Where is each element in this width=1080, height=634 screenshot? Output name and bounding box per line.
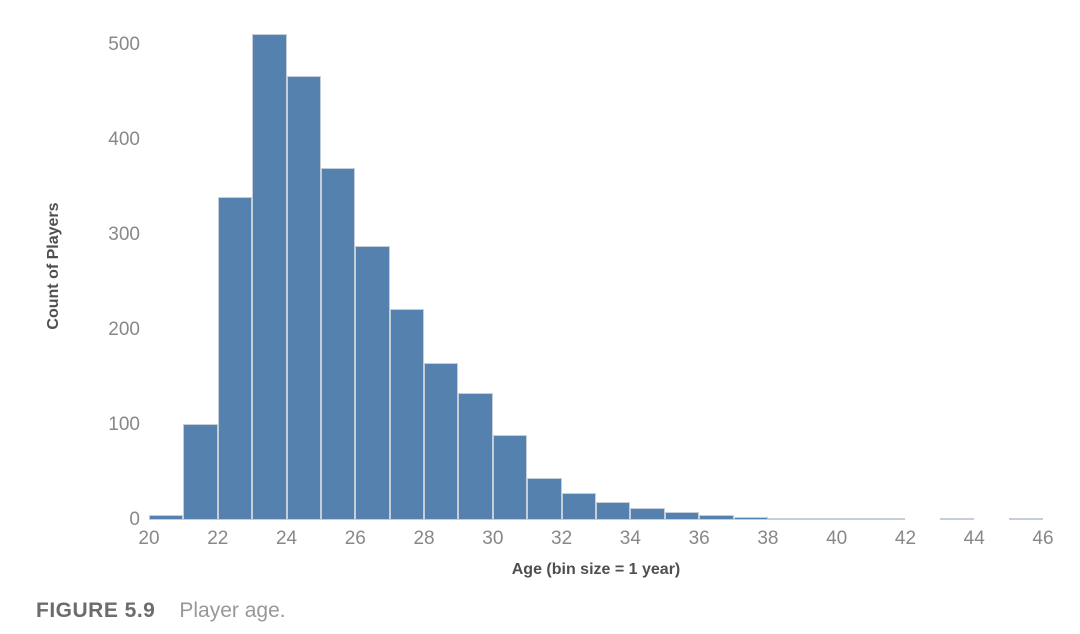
x-tick-label: 22 (207, 528, 229, 549)
x-tick-label: 32 (551, 528, 573, 549)
histogram-bar-age-36 (699, 515, 734, 520)
histogram-bar-age-23 (252, 33, 287, 520)
y-tick-label: 300 (108, 224, 140, 245)
histogram-bar-age-27 (389, 309, 425, 520)
histogram-bar-age-25 (320, 167, 356, 520)
x-tick-label: 38 (757, 528, 779, 549)
histogram-bar-age-33 (596, 501, 631, 520)
histogram-bar-age-37 (733, 517, 768, 520)
figure-caption: FIGURE 5.9 Player age. (36, 598, 286, 624)
histogram-bar-age-39 (802, 518, 837, 520)
x-tick-label: 28 (413, 528, 435, 549)
histogram-bar-age-38 (767, 518, 803, 520)
histogram-bar-age-32 (561, 493, 596, 520)
histogram-bar-age-21 (183, 424, 218, 520)
y-axis-title: Count of Players (45, 202, 62, 330)
histogram-bar-age-43 (939, 518, 975, 520)
histogram-bar-age-24 (286, 76, 321, 520)
y-tick-label: 0 (129, 509, 140, 530)
histogram-bar-age-20 (149, 515, 184, 520)
x-tick-label: 34 (619, 528, 641, 549)
histogram-bar-age-31 (527, 478, 562, 520)
y-tick-label: 200 (108, 319, 140, 340)
x-tick-label: 20 (138, 528, 160, 549)
histogram-bar-age-28 (424, 363, 459, 520)
histogram-bar-age-40 (836, 518, 872, 520)
figure-caption-label: FIGURE 5.9 (36, 599, 156, 622)
x-tick-label: 36 (688, 528, 710, 549)
y-tick-label: 100 (108, 414, 140, 435)
histogram-bar-age-45 (1008, 518, 1043, 520)
x-tick-label: 26 (344, 528, 366, 549)
y-tick-label: 500 (108, 34, 140, 55)
x-tick-label: 46 (1032, 528, 1054, 549)
histogram-bar-age-34 (630, 507, 665, 520)
x-tick-label: 30 (482, 528, 504, 549)
y-tick-label: 400 (108, 129, 140, 150)
x-tick-label: 42 (894, 528, 917, 549)
histogram-bar-age-41 (871, 518, 906, 520)
x-tick-label: 24 (275, 528, 298, 549)
x-tick-label: 44 (963, 528, 985, 549)
histogram-bar-age-30 (492, 434, 528, 520)
figure-caption-text: Player age. (179, 599, 286, 622)
histogram-bar-age-26 (355, 246, 390, 520)
x-axis-title: Age (bin size = 1 year) (511, 561, 681, 578)
plot-area: 0 100 200 300 400 500 20 22 24 26 28 30 32 34 36 38 40 42… (108, 0, 1054, 549)
histogram-bar-age-22 (217, 197, 253, 520)
histogram-bar-age-35 (664, 512, 700, 520)
histogram-bar-age-29 (458, 392, 493, 520)
x-tick-label: 40 (826, 528, 848, 549)
